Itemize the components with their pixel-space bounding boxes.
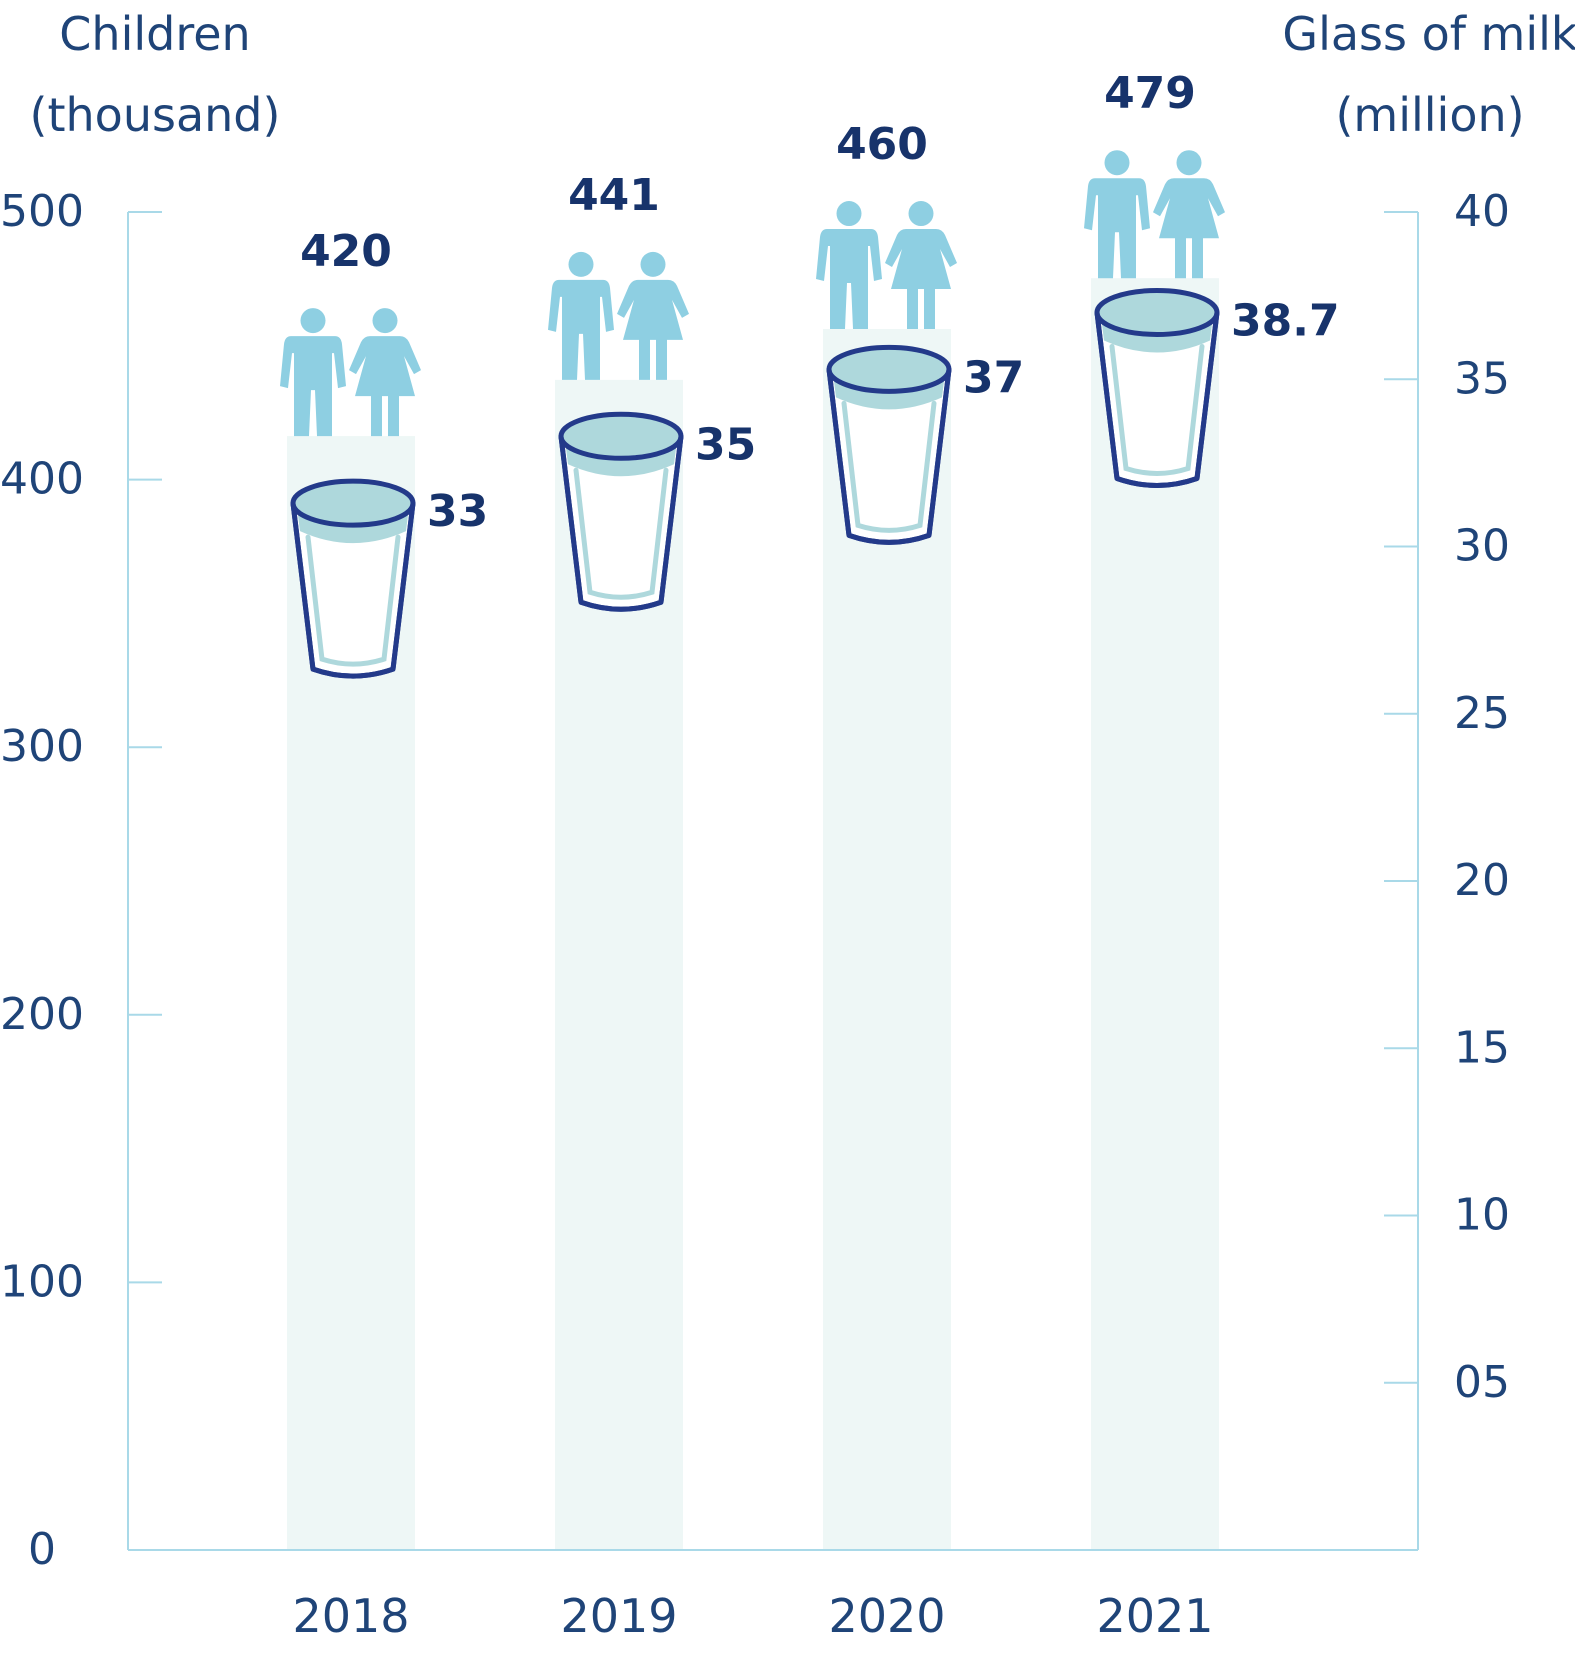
children-figures-icon bbox=[816, 201, 957, 330]
category-label: 2018 bbox=[292, 1589, 409, 1643]
left-axis-title-line2: (thousand) bbox=[30, 88, 281, 142]
labels-layer: 2018 420 33 2019 441 35 2020 460 37 2021 479 38.7 bbox=[292, 68, 1339, 1643]
milk-value-label: 33 bbox=[427, 486, 488, 537]
milk-value-label: 38.7 bbox=[1231, 295, 1340, 346]
milk-glass-icon bbox=[558, 411, 684, 612]
children-figures-icon bbox=[1084, 150, 1225, 279]
right-tick-label: 25 bbox=[1454, 688, 1510, 739]
left-tick-label: 0 bbox=[28, 1524, 56, 1575]
right-axis-title-line2: (million) bbox=[1335, 88, 1524, 142]
right-tick-label: 05 bbox=[1454, 1357, 1510, 1408]
left-tick-label: 400 bbox=[0, 454, 84, 505]
category-label: 2019 bbox=[560, 1589, 677, 1643]
right-tick-label: 40 bbox=[1454, 186, 1510, 237]
left-tick-label: 200 bbox=[0, 989, 84, 1040]
children-value-label: 441 bbox=[568, 170, 660, 221]
left-tick-label: 300 bbox=[0, 721, 84, 772]
right-axis-title-line1: Glass of milk bbox=[1282, 7, 1575, 61]
left-tick-label: 500 bbox=[0, 186, 84, 237]
milk-value-label: 35 bbox=[695, 419, 756, 470]
right-tick-label: 35 bbox=[1454, 353, 1510, 404]
children-value-label: 479 bbox=[1104, 68, 1196, 119]
right-tick-label: 10 bbox=[1454, 1190, 1510, 1241]
right-tick-label: 15 bbox=[1454, 1022, 1510, 1073]
right-tick-label: 30 bbox=[1454, 521, 1510, 572]
left-tick-label: 100 bbox=[0, 1256, 84, 1307]
children-value-label: 420 bbox=[300, 226, 392, 277]
icons-layer bbox=[280, 150, 1225, 679]
category-label: 2021 bbox=[1096, 1589, 1213, 1643]
milk-glass-icon bbox=[290, 478, 416, 679]
children-value-label: 460 bbox=[836, 119, 928, 170]
milk-glass-icon bbox=[826, 344, 952, 545]
category-label: 2020 bbox=[828, 1589, 945, 1643]
children-figures-icon bbox=[280, 308, 421, 437]
right-tick-label: 20 bbox=[1454, 855, 1510, 906]
children-bar bbox=[1091, 278, 1219, 1550]
ticks-layer: 0 100 200 300 400 500 05 10 15 20 25 30 35 40 bbox=[0, 186, 1510, 1575]
milk-glass-icon bbox=[1094, 287, 1220, 488]
milk-value-label: 37 bbox=[963, 352, 1024, 403]
left-axis-title-line1: Children bbox=[59, 7, 250, 61]
children-figures-icon bbox=[548, 251, 689, 380]
